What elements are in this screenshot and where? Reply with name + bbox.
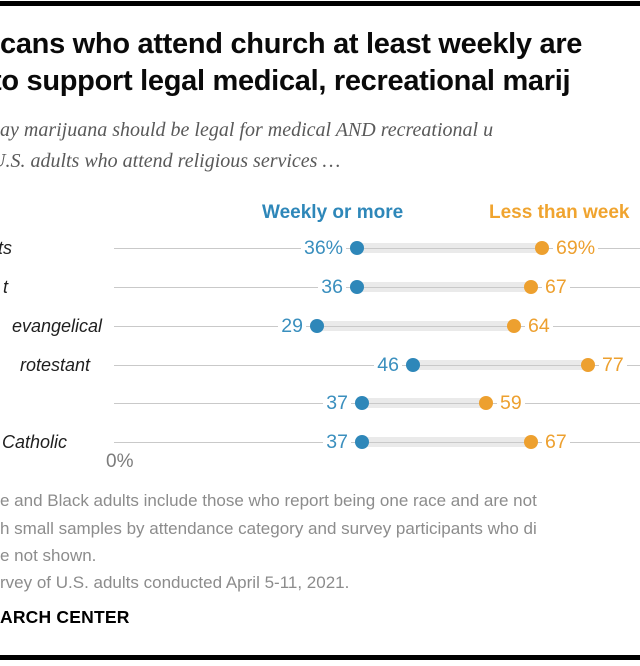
row-axis-line: [114, 403, 640, 404]
less-value-label: 59: [497, 393, 525, 413]
less-dot: [524, 435, 538, 449]
less-value-label: 64: [525, 316, 553, 336]
chart-subtitle-line-2: U.S. adults who attend religious service…: [0, 150, 341, 172]
legend-less-than-weekly: Less than week: [489, 202, 630, 223]
row-label: ts: [0, 238, 12, 258]
less-dot: [535, 241, 549, 255]
footnote-line-3: e not shown.: [0, 546, 97, 565]
weekly-dot: [350, 241, 364, 255]
weekly-dot: [355, 435, 369, 449]
chart-title-line-2: to support legal medical, recreational m…: [0, 65, 571, 97]
top-rule-bar: [0, 1, 640, 6]
less-value-label: 77: [599, 355, 627, 375]
less-value-label: 67: [542, 432, 570, 452]
legend-weekly-or-more: Weekly or more: [262, 202, 404, 223]
weekly-value-label: 36: [318, 277, 346, 297]
less-dot: [581, 358, 595, 372]
chart-subtitle-line-1: ay marijuana should be legal for medical…: [0, 119, 494, 141]
row-label: Catholic: [1, 432, 67, 452]
pew-research-center-brand: ARCH CENTER: [0, 607, 130, 627]
row-label: evangelical: [11, 316, 102, 336]
less-dot: [507, 319, 521, 333]
less-dot: [479, 396, 493, 410]
row-label: t: [2, 277, 8, 297]
chart-title-line-1: cans who attend church at least weekly a…: [0, 28, 583, 60]
less-dot: [524, 280, 538, 294]
footnote-line-1: e and Black adults include those who rep…: [0, 491, 537, 510]
row-label: rotestant: [19, 355, 90, 375]
axis-zero-label: 0%: [106, 451, 134, 472]
weekly-dot: [406, 358, 420, 372]
weekly-dot: [310, 319, 324, 333]
weekly-dot: [350, 280, 364, 294]
bottom-rule-bar: [0, 655, 640, 660]
less-value-label: 67: [542, 277, 570, 297]
less-value-label: 69%: [553, 238, 599, 258]
weekly-dot: [355, 396, 369, 410]
row-axis-line: [114, 442, 640, 443]
footnote-line-4: rvey of U.S. adults conducted April 5-11…: [0, 573, 350, 592]
footnote-line-2: h small samples by attendance category a…: [0, 519, 537, 538]
row-axis-line: [114, 248, 640, 249]
weekly-value-label: 46: [374, 355, 402, 375]
weekly-value-label: 37: [323, 393, 351, 413]
row-axis-line: [114, 287, 640, 288]
row-axis-line: [114, 326, 640, 327]
weekly-value-label: 36%: [300, 238, 346, 258]
weekly-value-label: 29: [278, 316, 306, 336]
weekly-value-label: 37: [323, 432, 351, 452]
